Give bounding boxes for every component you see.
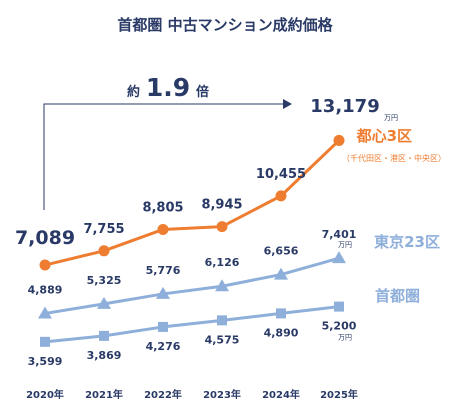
plot-area: 2020年 2021年 2022年 2023年 2024年 2025年 約 1.9 倍 7,089… [15,73,446,401]
data-point [39,259,51,271]
data-label: 7,089 [15,227,75,249]
data-label: 5,200 [322,320,357,333]
series-name-label: 都心3区 [356,127,412,145]
series-line-1 [44,256,340,315]
data-point [215,279,229,292]
x-tick-label: 2024年 [262,388,300,401]
data-label: 3,869 [87,349,122,362]
data-point [157,223,169,235]
data-point [333,134,345,146]
data-point [156,286,170,299]
data-label: 4,889 [28,283,63,296]
data-point [216,221,228,233]
data-point [158,321,168,332]
x-tick-label: 2020年 [26,388,64,401]
data-point [332,251,346,264]
data-label: 4,276 [146,340,181,353]
data-label: 7,401 [322,228,357,241]
x-tick-label: 2023年 [203,388,241,401]
series-line-2 [44,305,340,344]
data-point [274,267,288,280]
data-point [275,190,287,202]
growth-bracket-line [43,103,283,210]
growth-prefix: 約 [127,84,140,100]
x-tick-label: 2025年 [320,388,358,401]
data-label: 8,945 [201,198,242,213]
growth-suffix: 倍 [196,84,209,100]
x-tick-label: 2022年 [144,388,182,401]
chart-title: 首都圏 中古マンション成約価格 [117,16,333,34]
unit-label: 万円 [384,114,398,122]
data-label: 5,325 [87,274,122,287]
data-point [334,301,344,312]
data-label: 5,776 [146,264,181,277]
data-point [97,296,111,309]
series-name-label: 東京23区 [374,233,440,251]
data-point [99,330,109,341]
data-label: 7,755 [83,222,124,237]
data-label: 4,890 [264,326,299,339]
data-point [98,245,110,257]
growth-value: 1.9 [146,73,190,102]
series-line-0 [44,139,341,267]
series-name-label: 首都圏 [375,287,420,305]
growth-bracket-arrowhead [283,99,292,109]
data-label: 10,455 [256,167,306,182]
x-tick-label: 2021年 [85,388,123,401]
data-label: 6,126 [205,256,240,269]
data-label: 4,575 [205,333,240,346]
data-point [38,306,52,319]
data-point [217,315,227,326]
data-label: 8,805 [142,200,183,215]
series-sub-label: （千代田区・港区・中央区） [342,153,446,163]
unit-label: 万円 [338,241,352,249]
unit-label: 万円 [338,334,352,342]
data-label: 3,599 [28,355,63,368]
data-point [40,336,50,347]
data-label: 6,656 [264,245,299,258]
data-point [276,308,286,319]
data-label: 13,179 [310,96,379,117]
